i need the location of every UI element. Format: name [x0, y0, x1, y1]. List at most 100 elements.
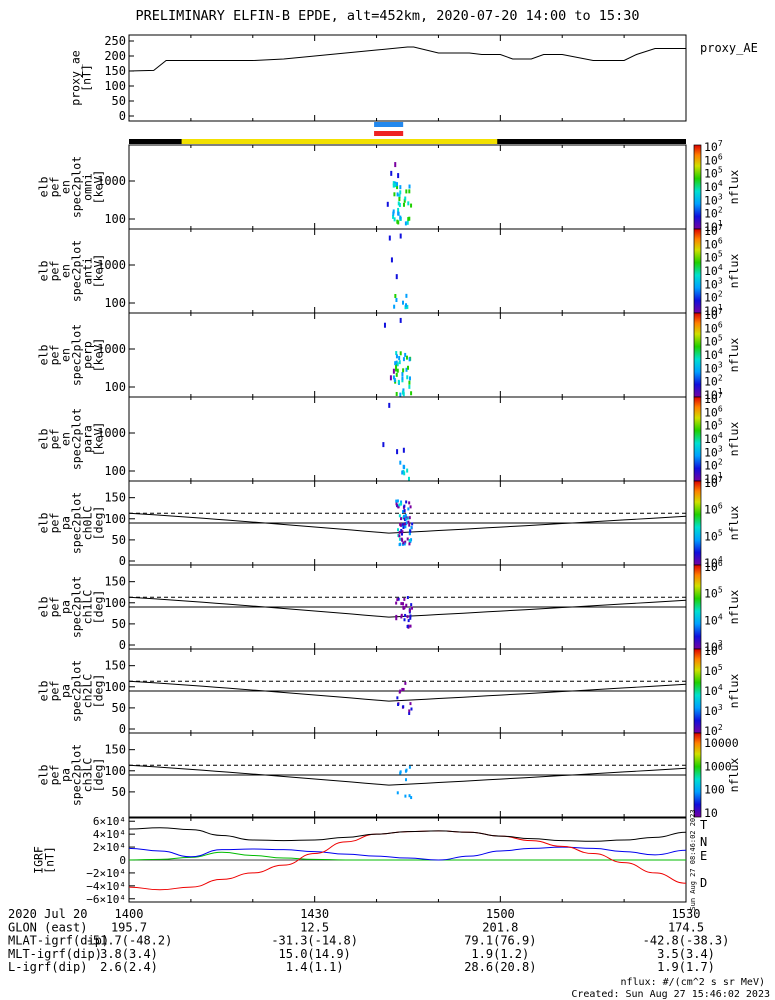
spectrogram-pixel: [396, 449, 399, 455]
spectrogram-pixel: [396, 192, 399, 197]
footer-value: 28.6(20.8): [464, 960, 536, 974]
pa-spectrogram-pixel: [403, 523, 406, 527]
energy-panel-ylabel-0-line: omni: [81, 173, 95, 201]
igrf-y-tick-label: 6×10⁴: [93, 815, 126, 828]
energy-panel-ylabel-2-line: en: [59, 348, 73, 362]
pa-spectrogram-pixel: [408, 532, 411, 536]
energy-panel-ylabel-3-line: [keV]: [92, 422, 106, 457]
energy-panel-ylabel-0-line: spec2plot: [70, 156, 84, 218]
pa-spectrogram-pixel: [409, 529, 412, 533]
pa-panel-ylabel-3-line: pa: [59, 768, 73, 782]
igrf-legend-E: E: [700, 849, 707, 863]
pa-y-tick-label: 0: [119, 638, 126, 652]
spectrogram-pixel: [406, 468, 409, 473]
pa-spectrogram-pixel: [404, 794, 407, 798]
energy-colorbar-labels-2-exp: 3: [718, 360, 723, 369]
spectrogram-pixel: [382, 442, 385, 448]
footer-value: 3.8(3.4): [100, 947, 158, 961]
pa-spectrogram-pixel: [396, 696, 399, 700]
spectrogram-pixel: [396, 362, 399, 367]
pa-spectrogram-pixel: [404, 525, 407, 529]
pa-spectrogram-pixel: [408, 712, 411, 716]
ae-legend-label: proxy_AE: [700, 41, 758, 55]
ae-y-tick-label: 200: [104, 49, 126, 63]
ae-y-tick-label: 50: [112, 94, 126, 108]
pa-spectrogram-pixel: [405, 521, 408, 525]
spectrogram-pixel: [398, 355, 401, 360]
pa-colorbar-labels-2-tick: 103: [704, 703, 723, 718]
pa-colorbar-labels-0-unit: nflux: [727, 506, 741, 541]
ae-y-tick-label: 250: [104, 34, 126, 48]
energy-panel-ylabel-1-line: en: [59, 264, 73, 278]
spectrogram-pixel: [402, 202, 405, 207]
pa-spectrogram-pixel: [404, 513, 407, 517]
pa-spectrogram-pixel: [400, 500, 403, 504]
pa-y-tick-label: 100: [104, 764, 126, 778]
spectrogram-pixel: [399, 392, 402, 397]
pa-panel-ylabel-3-line: [deg]: [92, 758, 106, 793]
footer-row-label: GLON (east): [8, 920, 87, 934]
pa-spectrogram-pixel: [409, 702, 412, 706]
pa-spectrogram-pixel: [396, 791, 399, 795]
spectrogram-pixel: [401, 470, 404, 475]
loss-cone-line: [128, 680, 687, 702]
pa-spectrogram-pixel: [408, 516, 411, 520]
spectrogram-pixel: [383, 322, 386, 328]
energy-colorbar-labels-2-exp: 7: [718, 307, 723, 316]
pa-colorbar-labels-2-exp: 3: [718, 703, 723, 712]
igrf-legend-N: N: [700, 835, 707, 849]
pa-spectrogram-pixel: [410, 603, 413, 607]
spectrogram-pixel: [406, 375, 409, 380]
pa-spectrogram-pixel: [402, 522, 405, 526]
pa-spectrogram-pixel: [400, 602, 403, 606]
energy-colorbar-labels-1-exp: 3: [718, 276, 723, 285]
spectrogram-pixel: [397, 207, 400, 212]
pa-panel-ylabel-2-line: spec2plot: [70, 660, 84, 722]
spectrogram-pixel: [405, 303, 408, 308]
spectrogram-pixel: [407, 365, 410, 370]
pa-colorbar-labels-3-tick: 1000: [704, 759, 732, 773]
pa-panel-ylabel-3-line: spec2plot: [70, 744, 84, 806]
igrf-y-tick-label: 4×10⁴: [93, 828, 126, 841]
pa-colorbar-labels-1-tick: 104: [704, 612, 723, 627]
pa-spectrogram-pixel: [398, 503, 401, 507]
energy-colorbar-1: [693, 228, 702, 314]
pa-spectrogram-pixel: [402, 687, 405, 691]
pa-panel-ylabel-2-line: pa: [59, 684, 73, 698]
spectrogram-pixel: [405, 293, 408, 298]
igrf-ylabel-line: IGRF: [32, 846, 46, 874]
pa-spectrogram-pixel: [401, 532, 404, 536]
pa-y-tick-label: 150: [104, 491, 126, 505]
units-note: nflux: #/(cm^2 s sr MeV): [621, 977, 766, 988]
pa-colorbar-labels-3-unit: nflux: [727, 758, 741, 793]
footer-row-label: L-igrf(dip): [8, 960, 87, 974]
energy-colorbar-labels-0-unit: nflux: [727, 170, 741, 205]
footer-value: -31.3(-14.8): [271, 934, 358, 948]
pa-colorbar-0: [693, 480, 702, 566]
pa-colorbar-labels-0-exp: 5: [718, 528, 723, 537]
spectrogram-pixel: [408, 216, 411, 221]
ae-y-tick-label: 100: [104, 79, 126, 93]
spectrogram-pixel: [399, 185, 402, 190]
igrf-N-curve: [128, 846, 687, 861]
igrf-y-tick-label: 0: [119, 854, 126, 867]
spectrogram-pixel: [395, 364, 398, 369]
pa-spectrogram-pixel: [404, 613, 407, 617]
energy-panel-ylabel-1-line: elb: [37, 261, 51, 282]
energy-panel-ylabel-2-line: perp: [81, 341, 95, 369]
pa-spectrogram-pixel: [397, 702, 400, 706]
energy-colorbar-labels-1-unit: nflux: [727, 254, 741, 289]
pa-panel-ylabel-2-line: elb: [37, 681, 51, 702]
energy-panel-ylabel-1-line: anti: [81, 257, 95, 285]
pa-panel-ylabel-3-line: ch3LC: [81, 758, 95, 793]
energy-colorbar-labels-2-exp: 6: [718, 320, 723, 329]
pa-spectrogram-pixel: [407, 619, 410, 623]
energy-panel-ylabel-0-line: en: [59, 180, 73, 194]
spectrogram-pixel: [398, 197, 401, 202]
spectrogram-pixel: [407, 217, 410, 222]
marker-red: [374, 131, 404, 136]
spectrogram-pixel: [389, 375, 392, 381]
